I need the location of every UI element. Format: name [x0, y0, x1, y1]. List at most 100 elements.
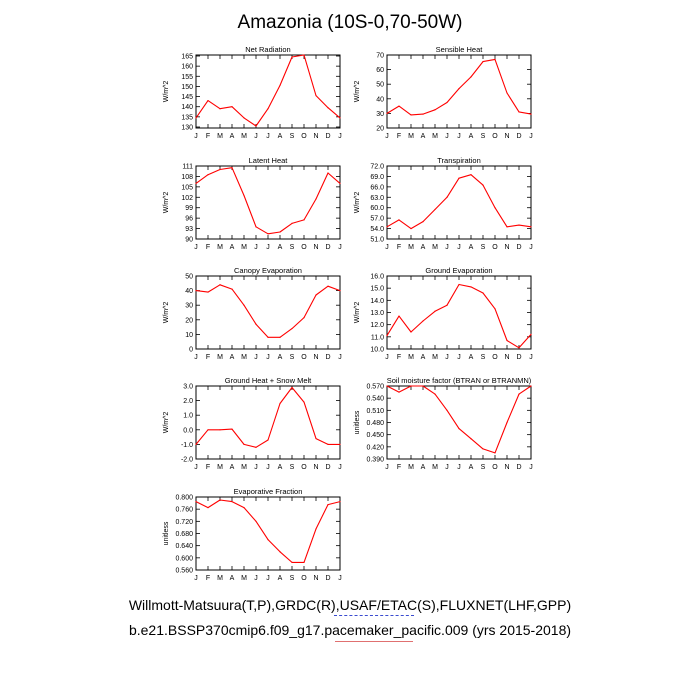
- chart-panel: Soil moisture factor (BTRAN or BTRANMN) J…: [354, 376, 533, 471]
- series-line: [386, 174, 532, 230]
- x-tick-label: O: [301, 354, 307, 361]
- x-tick-label: J: [266, 244, 270, 251]
- x-tick-label: J: [445, 244, 449, 251]
- x-tick-label: S: [290, 244, 295, 251]
- x-tick-label: A: [421, 133, 426, 140]
- data-point: [219, 284, 221, 286]
- x-tick-label: A: [278, 244, 283, 251]
- data-point: [434, 109, 436, 111]
- data-point: [303, 219, 305, 221]
- x-tick-label: J: [266, 133, 270, 140]
- data-point: [219, 499, 221, 501]
- footer-datasets: Willmott-Matsuura(T,P),GRDC(R),USAF/ETAC…: [128, 597, 572, 613]
- x-tick-label: F: [206, 244, 210, 251]
- data-point: [398, 219, 400, 221]
- x-tick-label: J: [194, 133, 198, 140]
- x-tick-label: A: [230, 575, 235, 582]
- data-point: [482, 60, 484, 63]
- footer-case-name: b.e21.BSSP370cmip6.f09_g17.pacemaker_pac…: [128, 622, 572, 638]
- data-point: [494, 58, 496, 60]
- x-tick-label: F: [206, 354, 210, 361]
- y-tick-label: 13.0: [370, 310, 384, 317]
- data-point: [291, 56, 293, 58]
- data-point: [494, 308, 496, 310]
- x-tick-label: D: [516, 133, 521, 140]
- data-point: [470, 286, 472, 288]
- x-tick-label: M: [432, 464, 438, 471]
- x-tick-label: M: [241, 464, 247, 471]
- x-tick-label: A: [421, 244, 426, 251]
- plot-frame: [195, 54, 341, 129]
- x-tick-label: J: [338, 354, 342, 361]
- y-tick-label: 0.800: [175, 495, 193, 502]
- x-tick-label: D: [325, 133, 330, 140]
- y-tick-label: 90: [185, 237, 193, 244]
- y-tick-label: 0.640: [175, 543, 193, 550]
- plot-frame: [386, 54, 532, 129]
- y-tick-label: 10.0: [370, 347, 384, 354]
- x-tick-label: M: [408, 133, 414, 140]
- data-point: [422, 385, 424, 387]
- x-tick-label: J: [529, 464, 533, 471]
- x-tick-label: J: [338, 464, 342, 471]
- x-tick-label: J: [194, 354, 198, 361]
- x-tick-label: O: [301, 133, 307, 140]
- data-point: [422, 320, 424, 322]
- panel-title: Ground Evaporation: [425, 266, 492, 275]
- x-tick-label: J: [338, 575, 342, 582]
- y-axis-label: W/m^2: [163, 412, 170, 434]
- series-line: [386, 385, 532, 454]
- data-point: [410, 114, 412, 116]
- data-point: [398, 105, 400, 107]
- x-tick-label: J: [254, 464, 258, 471]
- data-point: [339, 500, 341, 503]
- x-tick-label: N: [504, 354, 509, 361]
- data-point: [506, 92, 508, 94]
- plot-frame: [386, 385, 532, 460]
- data-point: [327, 172, 329, 174]
- data-point: [470, 174, 472, 176]
- x-tick-label: J: [266, 464, 270, 471]
- x-tick-label: S: [290, 354, 295, 361]
- x-tick-label: M: [432, 354, 438, 361]
- data-point: [327, 443, 329, 445]
- x-tick-label: F: [206, 575, 210, 582]
- data-point: [410, 385, 412, 387]
- data-point: [470, 76, 472, 78]
- x-tick-label: A: [278, 575, 283, 582]
- x-tick-label: J: [457, 354, 461, 361]
- series-line: [195, 54, 341, 127]
- data-point: [446, 409, 448, 411]
- data-point: [195, 117, 197, 119]
- data-point: [458, 87, 460, 90]
- x-tick-label: J: [338, 133, 342, 140]
- x-tick-label: J: [266, 575, 270, 582]
- x-tick-label: J: [338, 244, 342, 251]
- data-point: [303, 561, 305, 563]
- x-tick-label: J: [457, 244, 461, 251]
- series-line: [195, 499, 341, 563]
- x-tick-label: M: [217, 464, 223, 471]
- data-point: [494, 207, 496, 209]
- x-tick-label: N: [313, 354, 318, 361]
- data-point: [267, 233, 269, 235]
- y-tick-label: 0.760: [175, 507, 193, 514]
- x-tick-label: F: [397, 354, 401, 361]
- x-tick-label: O: [492, 244, 498, 251]
- data-point: [267, 108, 269, 110]
- data-point: [446, 101, 448, 104]
- x-tick-label: S: [290, 575, 295, 582]
- y-tick-label: 2.0: [183, 398, 193, 405]
- panel-title: Sensible Heat: [436, 45, 484, 54]
- data-point: [279, 231, 281, 233]
- data-point: [243, 443, 245, 445]
- x-tick-label: J: [457, 133, 461, 140]
- y-tick-label: 0.720: [175, 519, 193, 526]
- x-tick-label: J: [445, 354, 449, 361]
- x-tick-label: M: [408, 244, 414, 251]
- y-tick-label: 66.0: [370, 184, 384, 191]
- data-point: [195, 443, 197, 445]
